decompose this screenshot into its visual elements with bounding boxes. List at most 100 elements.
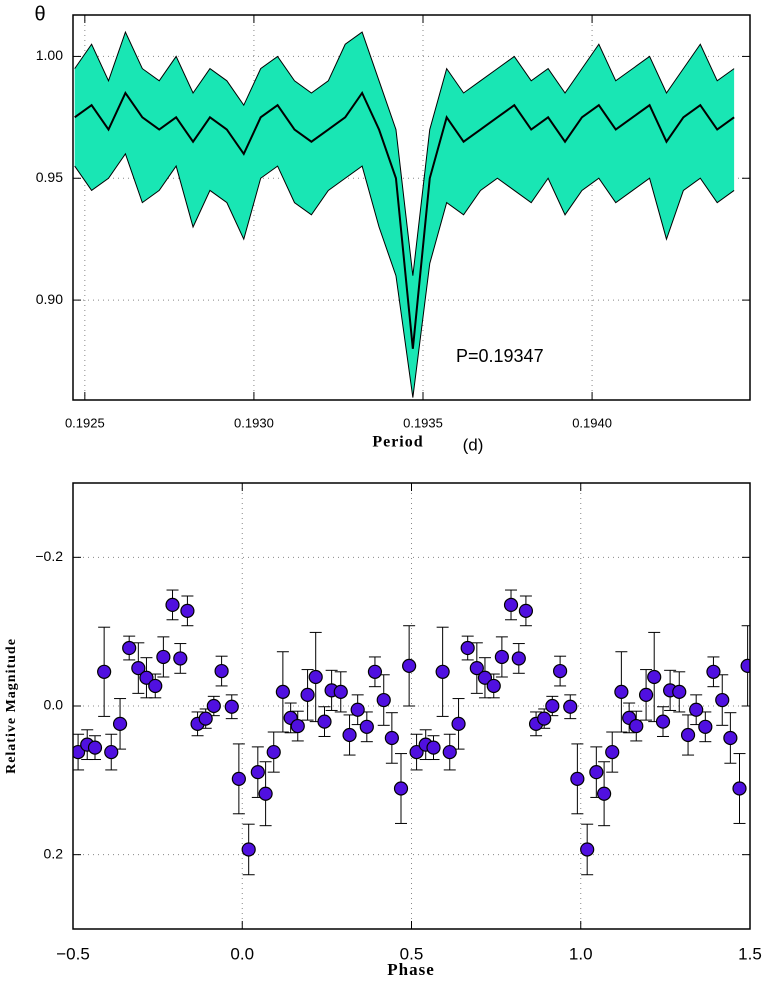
band-line [74,152,735,398]
point [715,692,730,708]
point [580,842,595,857]
point [460,640,475,656]
panel: −0.5 0.0 0.5 1.0 1.5 −0.2 0.0 0.2 [35,482,762,963]
point [647,669,662,685]
point [563,699,578,714]
x-tick-label: 0.1940 [572,415,612,430]
point [655,714,671,729]
point [494,649,509,665]
point [165,597,180,613]
point [359,719,374,734]
point [275,684,290,699]
plot-frame [72,482,751,930]
point [367,664,383,679]
panel: 0.1925 0.1930 0.1935 0.1940 0.90 0.95 1.00 [36,14,751,430]
y-tick-label: 1.00 [36,47,63,63]
point [409,744,424,760]
data-layer [73,589,750,876]
point [393,781,409,796]
point [266,744,281,760]
point [518,603,534,618]
point [537,711,552,726]
point [206,698,221,714]
x-tick-label: 0.1930 [234,415,274,430]
y-tick-label: 0.0 [44,697,64,713]
point [723,730,738,746]
point [589,765,604,780]
point [402,658,417,673]
point [680,727,696,743]
point [570,771,585,786]
point [342,727,357,743]
point [156,649,171,665]
point [477,670,493,685]
point [308,669,323,685]
point [511,651,526,666]
point [376,692,391,708]
x-tick-label: 0.1935 [403,415,443,430]
point [250,765,265,780]
point [435,664,450,679]
data-layer [74,30,735,398]
point [173,651,188,666]
y-axis-label: θ [34,3,45,25]
point [469,660,484,676]
point [605,744,620,760]
point [198,711,213,726]
point [317,714,332,729]
x-tick-label: 1.0 [569,944,593,963]
point [638,687,654,702]
plot-frame [72,14,751,401]
point [689,702,704,717]
point [503,597,519,613]
point [597,786,612,801]
y-tick-label: 0.90 [36,291,63,307]
point [104,744,119,760]
point [740,658,750,673]
point [122,640,137,656]
point [350,702,365,717]
point [614,684,629,699]
x-axis-unit: (d) [463,435,484,454]
point [706,664,721,679]
point [97,664,112,679]
point [732,781,747,796]
point [442,744,457,760]
x-tick-label: 0.1925 [65,415,105,430]
point [384,730,399,746]
point [224,699,239,714]
x-tick-label: 0.0 [230,944,254,963]
point [258,786,273,801]
y-tick-label: 0.95 [36,169,63,185]
x-tick-label: −0.5 [56,944,90,963]
point [672,684,687,699]
point [87,740,103,755]
x-axis-label: Phase [387,960,435,979]
point [545,698,560,714]
point [698,719,713,734]
x-axis-label: Period [372,434,423,451]
point [333,684,348,699]
point [629,718,644,734]
y-tick-label: −0.2 [35,548,63,564]
point [214,663,229,679]
x-tick-label: 1.5 [738,944,762,963]
point [553,663,568,679]
point [451,716,466,731]
point [426,740,441,755]
band-fill [74,32,735,398]
x-tick-label: 0.5 [400,944,424,963]
band-line [74,30,735,276]
point [241,842,256,857]
point [180,603,195,618]
point [231,771,246,786]
point [139,670,154,685]
period-annotation: P=0.19347 [456,346,544,366]
band-line [74,90,735,349]
point [290,718,305,734]
point [148,678,163,694]
point [112,716,128,731]
point [300,687,315,702]
point [131,660,146,676]
